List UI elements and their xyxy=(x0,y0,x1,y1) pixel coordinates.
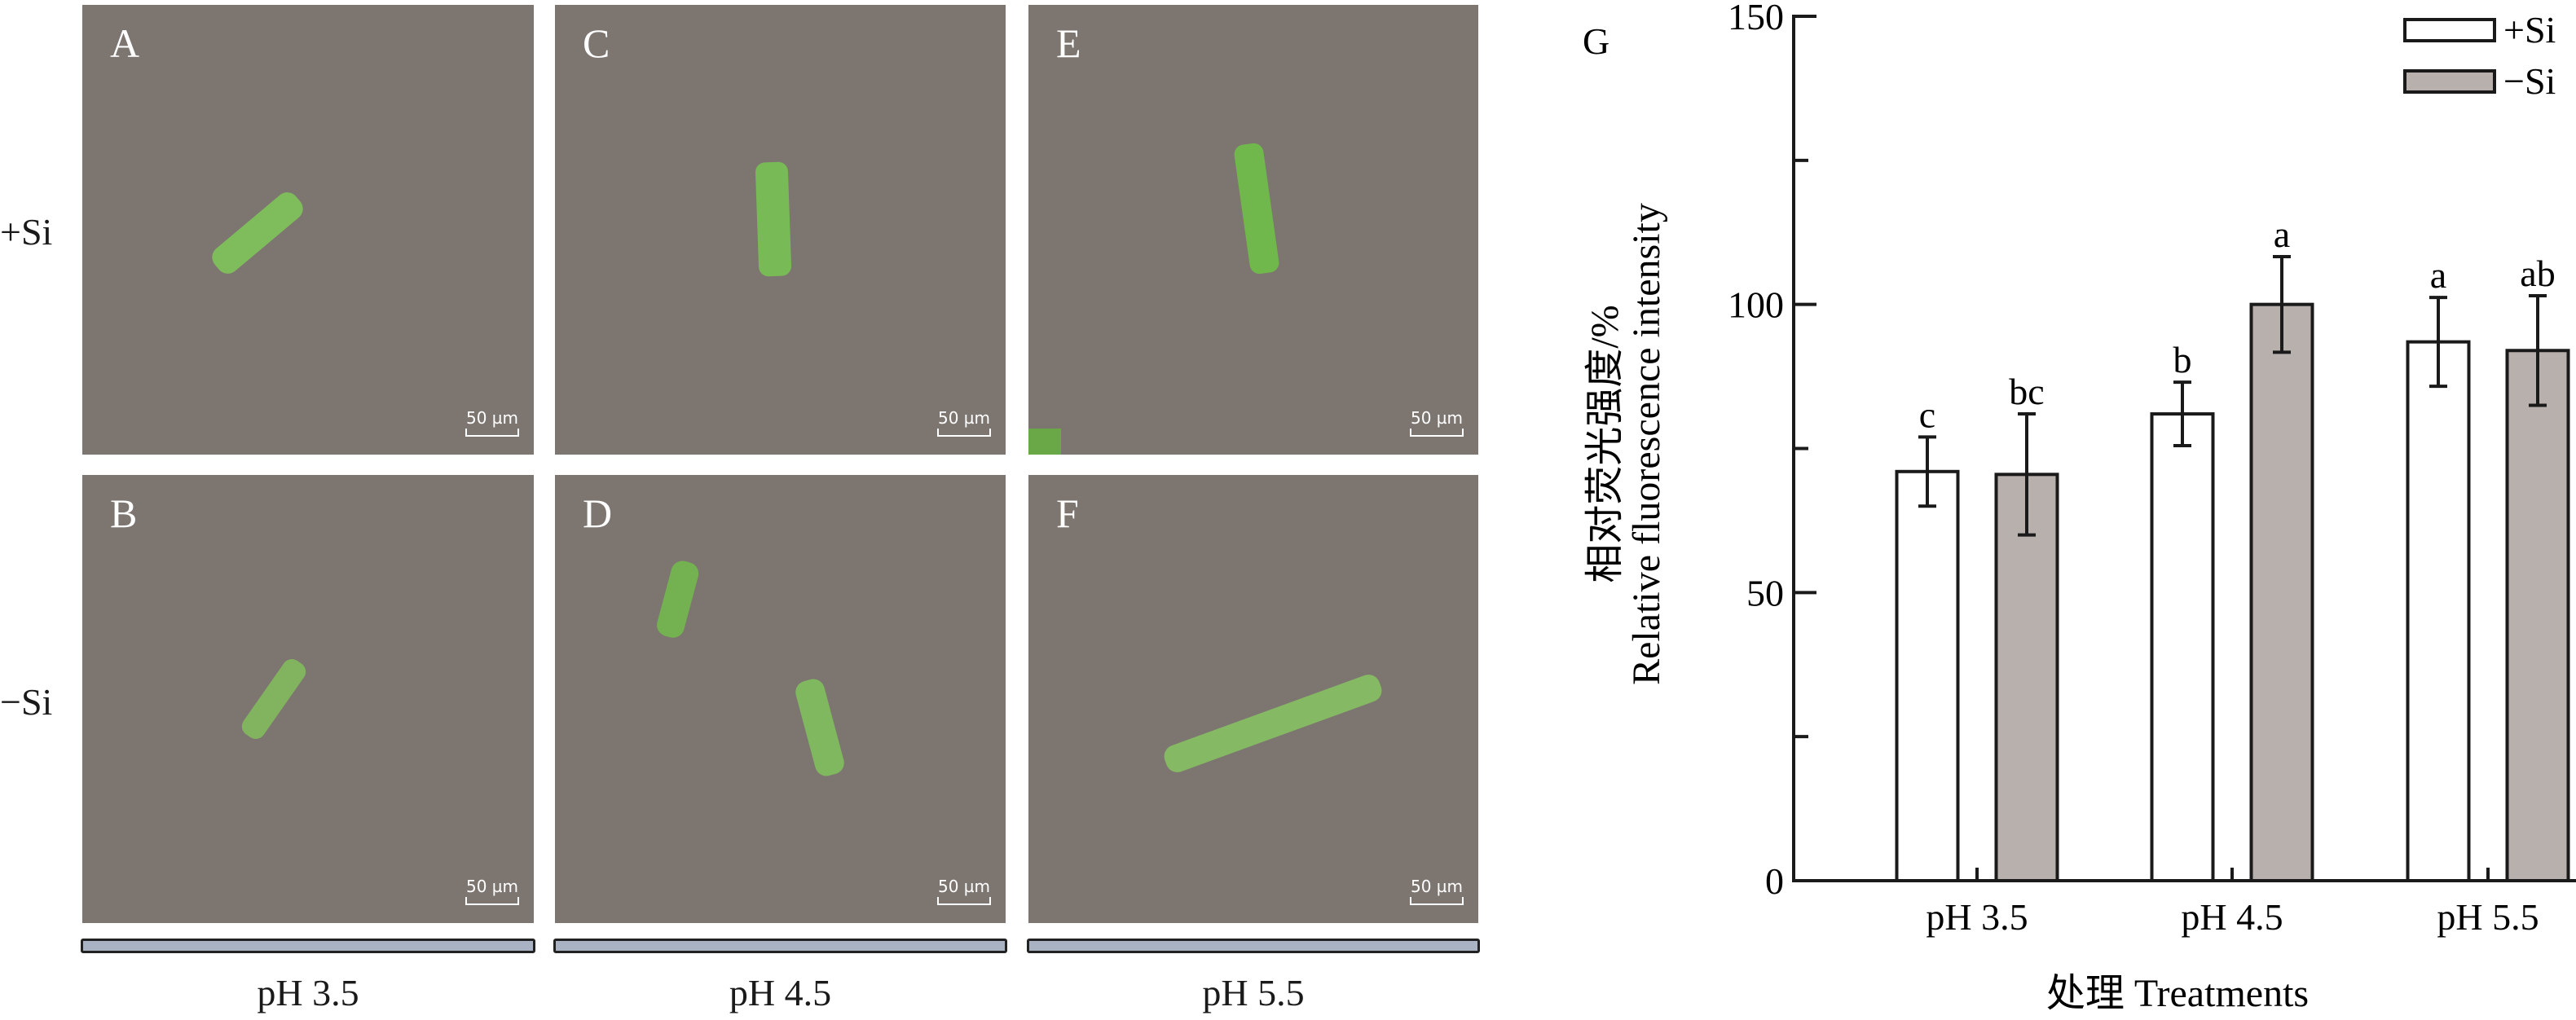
micrograph-panel-f: F 50 µm xyxy=(1028,475,1478,923)
ph-bar xyxy=(81,939,535,953)
column-label: pH 5.5 xyxy=(1202,972,1305,1013)
micrograph-panel-b: B 50 µm xyxy=(82,475,534,923)
legend-swatch xyxy=(2403,69,2496,94)
scale-bar: 50 µm xyxy=(465,877,519,905)
significance-letter: ab xyxy=(2520,253,2555,294)
row-label-plus-si: +Si xyxy=(0,211,53,253)
panel-label: B xyxy=(110,490,138,536)
y-axis-label: Relative fluorescence intensity xyxy=(1625,203,1668,685)
legend-label: +Si xyxy=(2503,9,2556,51)
x-tick-label: pH 3.5 xyxy=(1926,896,2028,938)
ph-bar xyxy=(553,939,1007,953)
x-tick-label: pH 4.5 xyxy=(2181,896,2283,938)
row-label-minus-si: −Si xyxy=(0,681,53,723)
significance-letter: b xyxy=(2173,339,2192,380)
x-axis-label: 处理 Treatments xyxy=(2046,972,2309,1015)
scale-bar: 50 µm xyxy=(465,408,519,437)
micrograph-panel-e: E 50 µm xyxy=(1028,5,1478,455)
y-tick-label: 50 xyxy=(1746,572,1784,613)
legend-label: −Si xyxy=(2503,60,2556,102)
scale-bar-label: 50 µm xyxy=(1410,408,1463,428)
significance-letter: c xyxy=(1919,393,1935,435)
micrograph-panel-a: A 50 µm xyxy=(82,5,534,455)
bar-plus-si xyxy=(2150,412,2215,882)
micrograph-panel-c: C 50 µm xyxy=(555,5,1006,455)
legend-swatch xyxy=(2403,18,2496,42)
panel-label: A xyxy=(110,20,140,66)
scale-bar: 50 µm xyxy=(1410,408,1464,437)
scale-bar-label: 50 µm xyxy=(465,877,518,896)
cell-image xyxy=(657,561,844,776)
bar-minus-si xyxy=(1994,473,2059,883)
cell-image xyxy=(241,659,306,739)
cell-image xyxy=(1164,675,1382,772)
panel-label: D xyxy=(583,490,613,536)
scale-bar: 50 µm xyxy=(937,877,991,905)
bar-plus-si xyxy=(1895,469,1960,882)
scale-bar-label: 50 µm xyxy=(1410,877,1463,896)
micrograph-panel-d: D 50 µm xyxy=(555,475,1006,923)
chart-panel-label: G xyxy=(1583,20,1609,62)
significance-letter: a xyxy=(2274,213,2290,255)
y-axis-label-cn: 相对荧光强度/% xyxy=(1583,305,1627,583)
scale-bar: 50 µm xyxy=(1410,877,1464,905)
column-label: pH 4.5 xyxy=(729,972,832,1013)
cell-image xyxy=(1028,143,1279,455)
cell-image xyxy=(212,192,303,274)
panel-label: C xyxy=(583,20,610,66)
bar-minus-si xyxy=(2249,302,2314,882)
bar-plus-si xyxy=(2406,340,2471,883)
x-tick-label: pH 5.5 xyxy=(2437,896,2539,938)
bar-minus-si xyxy=(2505,349,2570,882)
ph-bar xyxy=(1027,939,1480,953)
scale-bar-label: 50 µm xyxy=(937,877,990,896)
cell-image xyxy=(755,161,792,277)
scale-bar-label: 50 µm xyxy=(937,408,990,428)
panel-label: F xyxy=(1056,490,1079,536)
significance-letter: a xyxy=(2430,254,2446,296)
scale-bar-label: 50 µm xyxy=(465,408,518,428)
scale-bar: 50 µm xyxy=(937,408,991,437)
y-tick-label: 150 xyxy=(1728,0,1784,37)
column-label: pH 3.5 xyxy=(257,972,359,1013)
panel-label: E xyxy=(1056,20,1081,66)
y-tick-label: 100 xyxy=(1728,284,1784,326)
significance-letter: bc xyxy=(2009,371,2044,412)
y-tick-label: 0 xyxy=(1765,860,1784,902)
